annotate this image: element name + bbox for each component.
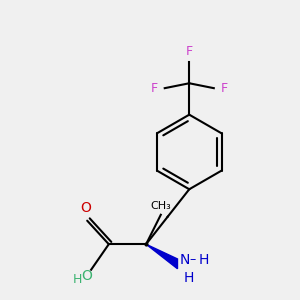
Text: O: O — [81, 268, 92, 283]
Text: F: F — [186, 45, 193, 58]
Polygon shape — [146, 244, 178, 269]
Text: F: F — [221, 82, 228, 95]
Text: N: N — [179, 253, 190, 267]
Text: F: F — [151, 82, 158, 95]
Text: –: – — [189, 254, 196, 266]
Text: CH₃: CH₃ — [150, 201, 171, 211]
Text: H: H — [73, 273, 82, 286]
Text: O: O — [80, 201, 91, 215]
Text: H: H — [199, 253, 209, 267]
Text: H: H — [183, 271, 194, 285]
